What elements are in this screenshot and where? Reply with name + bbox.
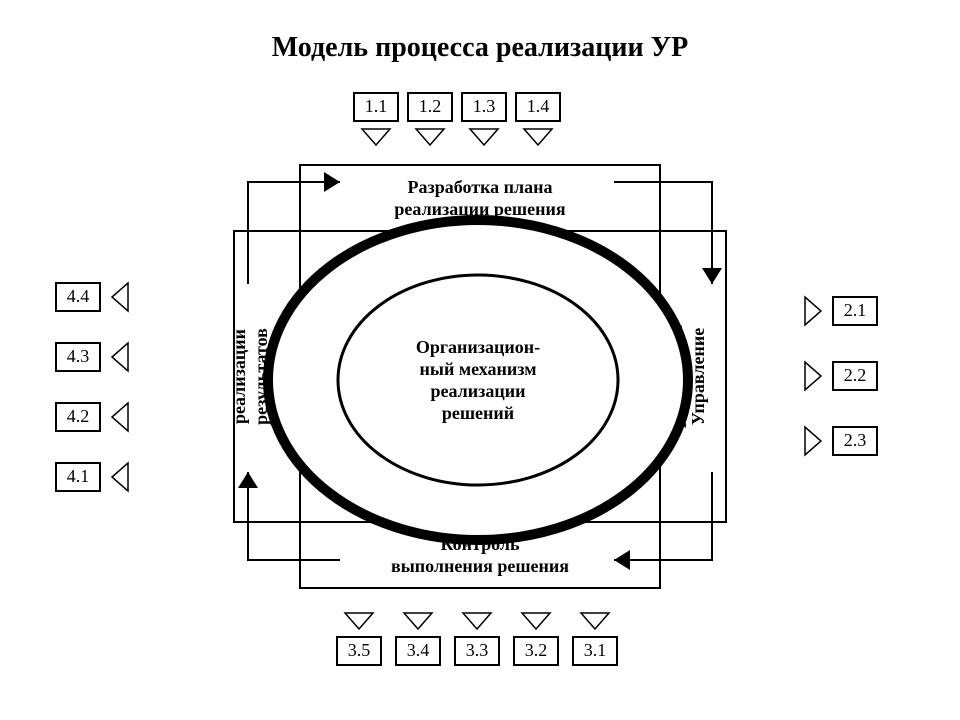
center-text-0: Организацион- bbox=[416, 337, 540, 357]
numbox-left-2-label: 4.2 bbox=[67, 406, 90, 426]
numbox-right-1-label: 2.2 bbox=[844, 365, 867, 385]
numbox-top-0-label: 1.1 bbox=[365, 96, 388, 116]
center-text-2: реализации bbox=[431, 381, 526, 401]
numbox-bottom-2-label: 3.3 bbox=[466, 640, 489, 660]
block-top-line-0: Разработка плана bbox=[407, 177, 552, 197]
numbox-top-2-label: 1.3 bbox=[473, 96, 496, 116]
numbox-top-1-label: 1.2 bbox=[419, 96, 442, 116]
numbox-right-0-label: 2.1 bbox=[844, 300, 867, 320]
center-text-3: решений bbox=[442, 403, 514, 423]
numbox-left-0-label: 4.4 bbox=[67, 286, 90, 306]
numbox-bottom-4-label: 3.1 bbox=[584, 640, 607, 660]
numbox-left-3-label: 4.1 bbox=[67, 466, 90, 486]
ellipse-inner bbox=[338, 275, 618, 485]
numbox-bottom-3-label: 3.2 bbox=[525, 640, 548, 660]
numbox-right-2-label: 2.3 bbox=[844, 430, 867, 450]
numbox-bottom-1-label: 3.4 bbox=[407, 640, 430, 660]
numbox-top-3-label: 1.4 bbox=[527, 96, 550, 116]
block-bottom-line-1: выполнения решения bbox=[391, 556, 569, 576]
block-left-line-2: реализации bbox=[229, 329, 249, 424]
center-text-1: ный механизм bbox=[420, 359, 537, 379]
page-title: Модель процесса реализации УР bbox=[272, 32, 689, 63]
numbox-bottom-0-label: 3.5 bbox=[348, 640, 371, 660]
numbox-left-1-label: 4.3 bbox=[67, 346, 90, 366]
